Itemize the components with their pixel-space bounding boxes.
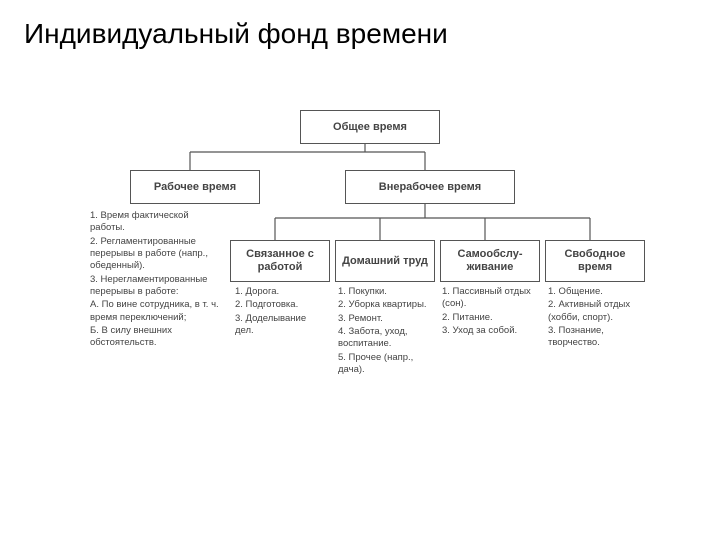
list-item: 2. Питание. xyxy=(442,312,537,324)
node-free-time: Свободное время xyxy=(545,240,645,282)
work-time-list: 1. Время фактической работы. 2. Регламен… xyxy=(90,210,225,351)
list-item: 1. Пассивный отдых (сон). xyxy=(442,286,537,311)
list-item: 1. Дорога. xyxy=(235,286,325,298)
node-root: Общее время xyxy=(300,110,440,144)
node-nonwork-time: Внерабочее время xyxy=(345,170,515,204)
page-title: Индивидуальный фонд времени xyxy=(0,0,720,50)
list-item: 3. Ремонт. xyxy=(338,313,433,325)
node-work-time: Рабочее время xyxy=(130,170,260,204)
list-item: 1. Общение. xyxy=(548,286,643,298)
work-related-list: 1. Дорога. 2. Подготовка. 3. Доделывание… xyxy=(235,286,325,338)
list-item: 2. Подготовка. xyxy=(235,299,325,311)
list-item: 1. Покупки. xyxy=(338,286,433,298)
list-item: 3. Познание, творчество. xyxy=(548,325,643,350)
free-time-list: 1. Общение. 2. Активный отдых (хобби, сп… xyxy=(548,286,643,351)
time-fund-diagram: Общее время Рабочее время Внерабочее вре… xyxy=(90,110,650,510)
list-item: 3. Доделывание дел. xyxy=(235,313,325,338)
list-item: 2. Регламентированные перерывы в работе … xyxy=(90,236,225,273)
home-labor-list: 1. Покупки. 2. Уборка квартиры. 3. Ремон… xyxy=(338,286,433,377)
list-item: 4. Забота, уход, воспитание. xyxy=(338,326,433,351)
list-item: 5. Прочее (напр., дача). xyxy=(338,352,433,377)
list-item: 2. Активный отдых (хобби, спорт). xyxy=(548,299,643,324)
node-self-service: Самообслу-живание xyxy=(440,240,540,282)
list-item: 3. Нерегламентированные перерывы в работ… xyxy=(90,274,225,299)
self-service-list: 1. Пассивный отдых (сон). 2. Питание. 3.… xyxy=(442,286,537,338)
list-item: 3. Уход за собой. xyxy=(442,325,537,337)
list-item: Б. В силу внешних обстоятельств. xyxy=(90,325,225,350)
list-item: А. По вине сотрудника, в т. ч. время пер… xyxy=(90,299,225,324)
list-item: 2. Уборка квартиры. xyxy=(338,299,433,311)
list-item: 1. Время фактической работы. xyxy=(90,210,225,235)
node-work-related: Связанное с работой xyxy=(230,240,330,282)
node-home-labor: Домашний труд xyxy=(335,240,435,282)
